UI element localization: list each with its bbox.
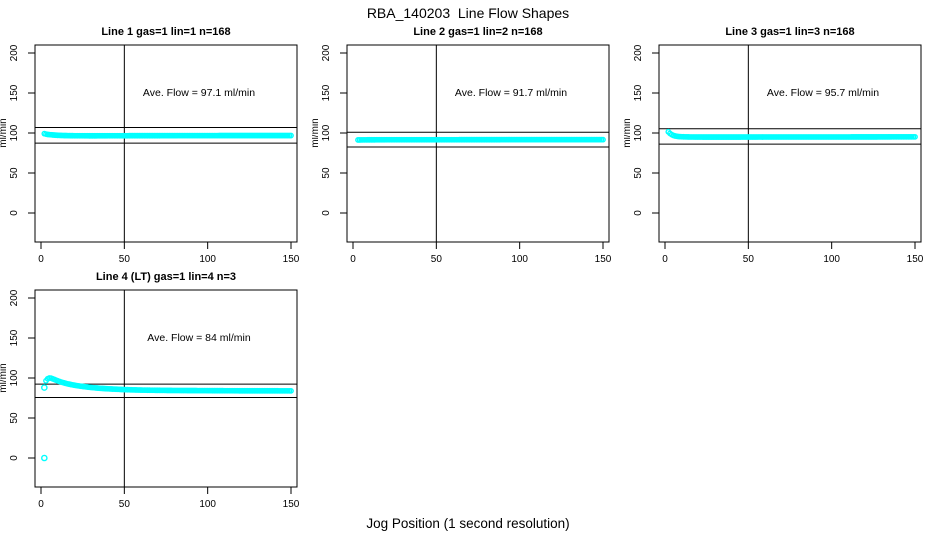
x-tick-label: 100 bbox=[511, 254, 528, 265]
subplot-title: Line 4 (LT) gas=1 lin=4 n=3 bbox=[96, 271, 236, 283]
data-point-outlier bbox=[41, 384, 48, 391]
x-tick-label: 50 bbox=[119, 499, 131, 510]
x-tick-label: 50 bbox=[431, 254, 443, 265]
x-axis-title: Jog Position (1 second resolution) bbox=[366, 516, 570, 531]
x-tick-label: 150 bbox=[907, 254, 924, 265]
plot-box bbox=[34, 44, 298, 243]
data-point bbox=[912, 133, 918, 140]
y-tick-label: 150 bbox=[633, 84, 644, 101]
chart-title: RBA_140203 Line Flow Shapes bbox=[366, 5, 570, 21]
ave-flow-annotation: Ave. Flow = 91.7 ml/min bbox=[455, 87, 567, 99]
subplot-line-1: Line 1 gas=1 lin=1 n=168 0 50 100 150 0 50 100 1… bbox=[0, 20, 312, 265]
y-tick-label: 200 bbox=[633, 44, 644, 61]
x-tick-label: 0 bbox=[38, 499, 44, 510]
x-tick-label: 50 bbox=[743, 254, 755, 265]
ref-lines bbox=[659, 45, 921, 242]
data-points bbox=[41, 130, 294, 139]
subplot-line-3-canvas: Line 3 gas=1 lin=3 n=168 0 50 100 150 0 50 100 1… bbox=[624, 26, 924, 265]
y-tick-label: 0 bbox=[633, 210, 644, 216]
x-tick-label: 150 bbox=[283, 254, 300, 265]
x-axis: 0 50 100 150 bbox=[350, 242, 612, 265]
x-axis: 0 50 100 150 bbox=[662, 242, 924, 265]
y-tick-label: 50 bbox=[9, 167, 20, 179]
x-tick-label: 0 bbox=[350, 254, 356, 265]
y-tick-label: 200 bbox=[321, 44, 332, 61]
y-tick-label: 150 bbox=[9, 84, 20, 101]
subplot-line-4: Line 4 (LT) gas=1 lin=4 n=3 0 50 100 150 0 50 1… bbox=[0, 265, 312, 510]
data-points bbox=[665, 128, 918, 140]
y-axis: 0 50 100 150 200 ml/min bbox=[0, 44, 35, 216]
y-tick-label: 200 bbox=[9, 289, 20, 306]
y-tick-label: 150 bbox=[9, 329, 20, 346]
y-axis: 0 50 100 150 200 ml/min bbox=[624, 44, 659, 216]
ave-flow-annotation: Ave. Flow = 84 ml/min bbox=[147, 332, 251, 344]
ave-flow-annotation: Ave. Flow = 95.7 ml/min bbox=[767, 87, 879, 99]
y-tick-label: 150 bbox=[321, 84, 332, 101]
y-tick-label: 0 bbox=[9, 210, 20, 216]
plot-box bbox=[658, 44, 922, 243]
data-point bbox=[600, 136, 606, 143]
x-tick-label: 150 bbox=[283, 499, 300, 510]
y-axis: 0 50 100 150 200 ml/min bbox=[0, 289, 35, 461]
subplot-line-1-canvas: Line 1 gas=1 lin=1 n=168 0 50 100 150 0 50 100 1… bbox=[0, 26, 300, 265]
plot-box bbox=[34, 289, 298, 488]
subplot-title: Line 3 gas=1 lin=3 n=168 bbox=[725, 26, 854, 38]
x-tick-label: 50 bbox=[119, 254, 131, 265]
subplot-line-2-canvas: Line 2 gas=1 lin=2 n=168 0 50 100 150 0 50 100 1… bbox=[312, 26, 612, 265]
subplot-line-3: Line 3 gas=1 lin=3 n=168 0 50 100 150 0 50 100 1… bbox=[624, 20, 936, 265]
ref-lines bbox=[347, 45, 609, 242]
ave-flow-annotation: Ave. Flow = 97.1 ml/min bbox=[143, 87, 255, 99]
x-tick-label: 150 bbox=[595, 254, 612, 265]
subplot-title: Line 2 gas=1 lin=2 n=168 bbox=[413, 26, 542, 38]
y-tick-label: 100 bbox=[9, 124, 20, 141]
y-tick-label: 200 bbox=[9, 44, 20, 61]
y-tick-label: 100 bbox=[633, 124, 644, 141]
plot-box bbox=[346, 44, 610, 243]
y-tick-label: 100 bbox=[321, 124, 332, 141]
x-axis: 0 50 100 150 bbox=[38, 242, 300, 265]
x-tick-label: 100 bbox=[199, 254, 216, 265]
y-tick-label: 50 bbox=[321, 167, 332, 179]
x-tick-label: 100 bbox=[823, 254, 840, 265]
y-tick-label: 50 bbox=[633, 167, 644, 179]
data-point bbox=[288, 387, 294, 394]
subplot-line-2: Line 2 gas=1 lin=2 n=168 0 50 100 150 0 50 100 1… bbox=[312, 20, 624, 265]
y-axis-label: ml/min bbox=[624, 118, 633, 147]
y-axis: 0 50 100 150 200 ml/min bbox=[312, 44, 347, 216]
x-tick-label: 100 bbox=[199, 499, 216, 510]
y-tick-label: 100 bbox=[9, 369, 20, 386]
data-points bbox=[355, 136, 606, 143]
y-tick-label: 0 bbox=[321, 210, 332, 216]
data-point-outlier bbox=[41, 454, 48, 462]
y-tick-label: 0 bbox=[9, 455, 20, 461]
y-axis-label: ml/min bbox=[312, 118, 321, 147]
data-point bbox=[288, 132, 294, 139]
x-axis: 0 50 100 150 bbox=[38, 487, 300, 510]
x-tick-label: 0 bbox=[662, 254, 668, 265]
x-tick-label: 0 bbox=[38, 254, 44, 265]
ref-lines bbox=[35, 45, 297, 242]
y-axis-label: ml/min bbox=[0, 118, 9, 147]
y-tick-label: 50 bbox=[9, 412, 20, 424]
subplot-line-4-canvas: Line 4 (LT) gas=1 lin=4 n=3 0 50 100 150 0 50 1… bbox=[0, 271, 300, 510]
y-axis-label: ml/min bbox=[0, 363, 9, 392]
subplot-title: Line 1 gas=1 lin=1 n=168 bbox=[101, 26, 230, 38]
data-points bbox=[41, 375, 294, 462]
